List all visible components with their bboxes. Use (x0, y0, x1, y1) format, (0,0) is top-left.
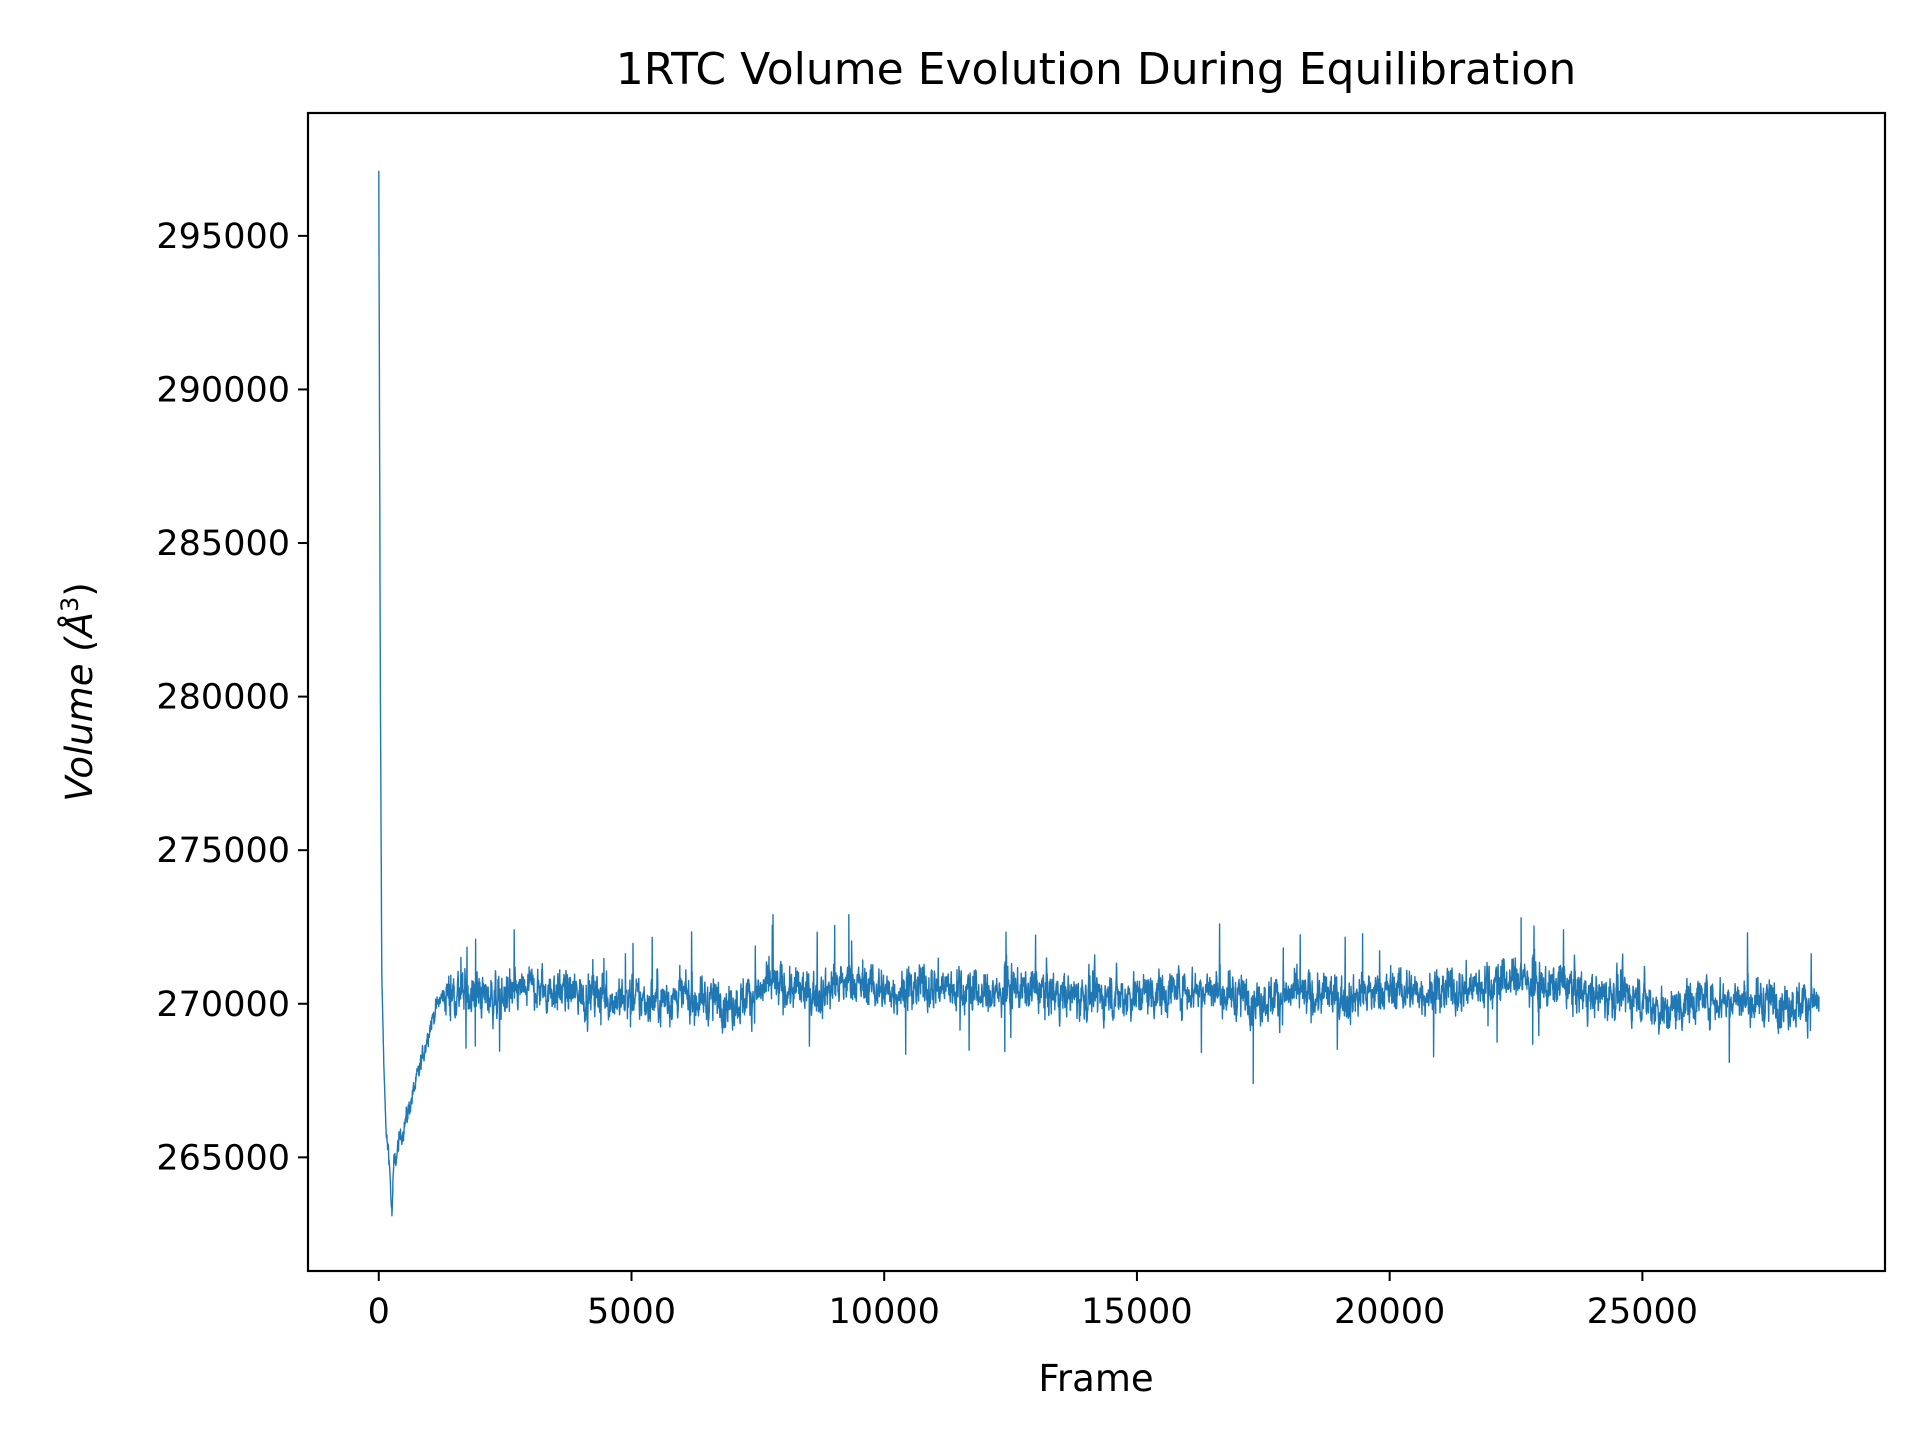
y-axis-label-exponent: 3 (56, 597, 84, 612)
x-axis-label: Frame (1038, 1357, 1153, 1400)
x-tick-label: 15000 (1081, 1292, 1192, 1332)
y-axis-label-close: ) (58, 582, 101, 596)
y-axis-label: Volume (Å3) (56, 582, 101, 802)
y-tick-label: 280000 (156, 678, 290, 718)
y-axis: 265000 270000 275000 280000 285000 290000 2950… (156, 217, 308, 1178)
x-tick-label: 5000 (587, 1292, 676, 1332)
chart-title: 1RTC Volume Evolution During Equilibrati… (616, 44, 1577, 95)
x-tick-label: 20000 (1334, 1292, 1445, 1332)
plot-area (378, 170, 1820, 1217)
y-tick-label: 285000 (156, 524, 290, 564)
x-tick-label: 25000 (1587, 1292, 1698, 1332)
y-tick-label: 275000 (156, 831, 290, 871)
y-axis-label-main: Volume ( (58, 636, 101, 802)
y-axis-label-unit: Å (57, 612, 101, 639)
volume-series-line (378, 170, 1820, 1217)
y-tick-label: 265000 (156, 1138, 290, 1178)
y-tick-label: 295000 (156, 217, 290, 257)
x-tick-label: 0 (368, 1292, 390, 1332)
x-tick-label: 10000 (829, 1292, 940, 1332)
x-axis: 0 5000 10000 15000 20000 25000 (368, 1271, 1698, 1332)
y-tick-label: 270000 (156, 985, 290, 1025)
axes-frame (306, 111, 1887, 1273)
y-tick-label: 290000 (156, 370, 290, 410)
